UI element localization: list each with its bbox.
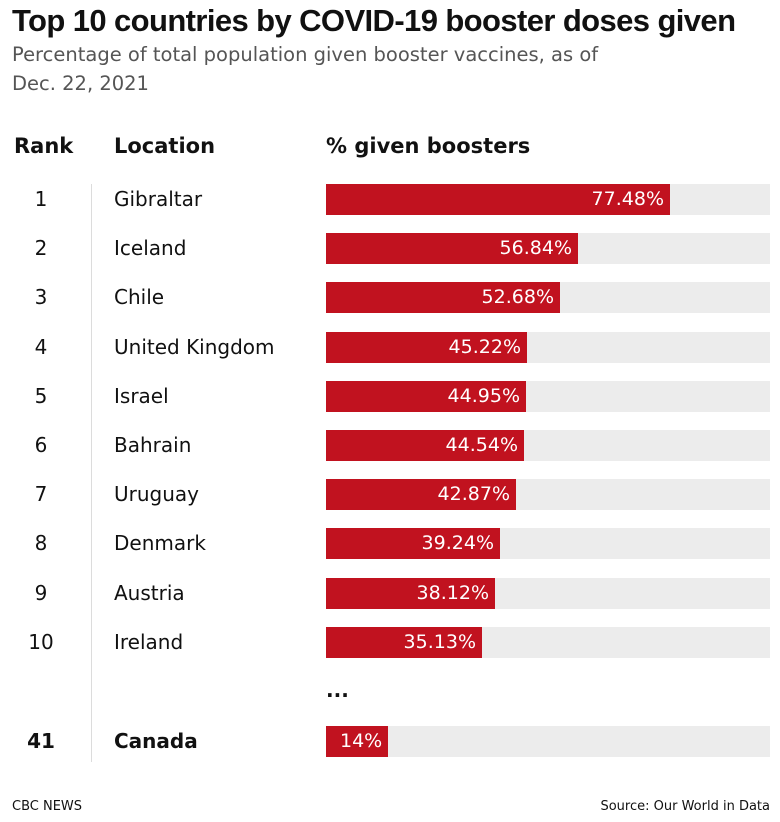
location-cell: Denmark bbox=[114, 531, 206, 555]
bar-track: 44.54% bbox=[326, 430, 770, 461]
bar-track: 56.84% bbox=[326, 233, 770, 264]
bar-value-label: 14% bbox=[340, 730, 383, 752]
rank-cell: 7 bbox=[34, 482, 48, 506]
rank-cell: 9 bbox=[34, 581, 48, 605]
bar-track: 39.24% bbox=[326, 528, 770, 559]
bar-value-label: 39.24% bbox=[421, 532, 494, 554]
bar-track: 14% bbox=[326, 726, 770, 757]
location-cell: Iceland bbox=[114, 236, 187, 260]
location-cell: Austria bbox=[114, 581, 185, 605]
bar-track: 44.95% bbox=[326, 381, 770, 412]
bar-track: 52.68% bbox=[326, 282, 770, 313]
rank-cell: 4 bbox=[34, 335, 48, 359]
bar-value-label: 52.68% bbox=[481, 286, 554, 308]
location-cell: Ireland bbox=[114, 630, 184, 654]
bar bbox=[326, 282, 560, 313]
rank-cell: 8 bbox=[34, 531, 48, 555]
location-cell: United Kingdom bbox=[114, 335, 275, 359]
rank-cell: 1 bbox=[34, 187, 48, 211]
bar-value-label: 45.22% bbox=[448, 336, 521, 358]
bar bbox=[326, 627, 482, 658]
bar-track: 38.12% bbox=[326, 578, 770, 609]
rank-cell: 5 bbox=[34, 384, 48, 408]
bar bbox=[326, 578, 495, 609]
column-divider bbox=[91, 184, 92, 762]
rank-cell: 10 bbox=[28, 630, 54, 654]
location-cell: Canada bbox=[114, 729, 198, 753]
percent-column-header: % given boosters bbox=[326, 134, 531, 158]
location-cell: Bahrain bbox=[114, 433, 192, 457]
location-cell: Uruguay bbox=[114, 482, 199, 506]
location-cell: Israel bbox=[114, 384, 169, 408]
chart-title: Top 10 countries by COVID-19 booster dos… bbox=[12, 3, 736, 38]
bar-track: 35.13% bbox=[326, 627, 770, 658]
ellipsis: ... bbox=[326, 678, 349, 702]
bar-value-label: 44.54% bbox=[445, 434, 518, 456]
bar bbox=[326, 233, 578, 264]
rank-cell: 3 bbox=[34, 285, 48, 309]
location-cell: Gibraltar bbox=[114, 187, 203, 211]
rank-cell: 41 bbox=[27, 729, 55, 753]
source-label: Source: Our World in Data bbox=[600, 799, 770, 814]
bar-value-label: 44.95% bbox=[447, 385, 520, 407]
bar bbox=[326, 184, 670, 215]
rank-column-header: Rank bbox=[14, 134, 74, 158]
rank-cell: 6 bbox=[34, 433, 48, 457]
bar bbox=[326, 381, 526, 412]
chart-subtitle: Percentage of total population given boo… bbox=[12, 43, 599, 95]
bar-value-label: 38.12% bbox=[416, 582, 489, 604]
bar bbox=[326, 332, 527, 363]
bar-value-label: 77.48% bbox=[591, 188, 664, 210]
bar-value-label: 42.87% bbox=[437, 483, 510, 505]
bar-value-label: 35.13% bbox=[403, 631, 476, 653]
location-column-header: Location bbox=[114, 134, 216, 158]
brand-label: CBC NEWS bbox=[12, 799, 83, 814]
bar bbox=[326, 479, 516, 510]
bar bbox=[326, 726, 388, 757]
bar-track: 45.22% bbox=[326, 332, 770, 363]
rank-cell: 2 bbox=[34, 236, 48, 260]
location-cell: Chile bbox=[114, 285, 165, 309]
bar bbox=[326, 430, 524, 461]
bar bbox=[326, 528, 500, 559]
bar-value-label: 56.84% bbox=[499, 237, 572, 259]
bar-track: 77.48% bbox=[326, 184, 770, 215]
bar-track: 42.87% bbox=[326, 479, 770, 510]
